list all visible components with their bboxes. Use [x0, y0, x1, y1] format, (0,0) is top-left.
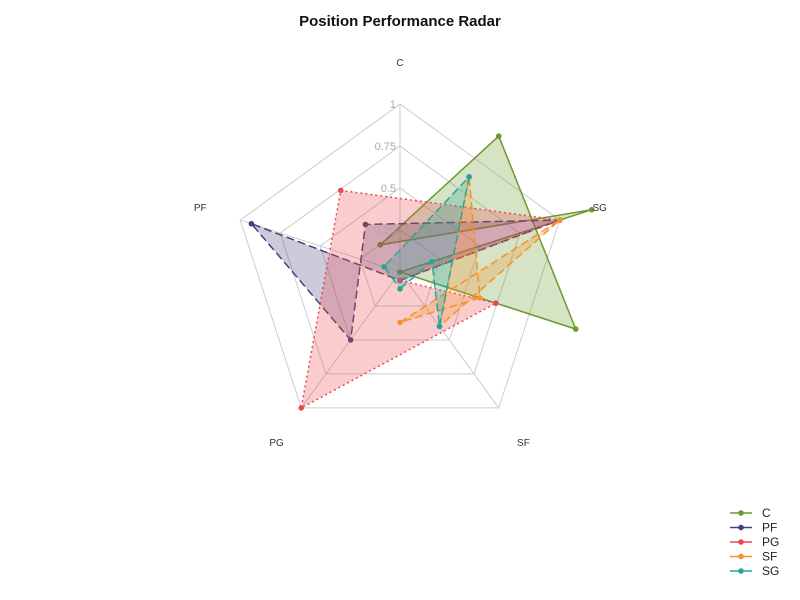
series-area: [250, 219, 561, 342]
grid-ring: [319, 187, 481, 341]
legend-label: SF: [762, 550, 777, 564]
legend-swatch-marker: [738, 539, 744, 545]
data-point: [381, 264, 387, 270]
data-point: [397, 319, 403, 326]
tick-label: 0.75: [375, 141, 396, 153]
data-point: [397, 277, 403, 284]
grid-spoke: [240, 219, 401, 273]
data-point: [556, 217, 563, 223]
data-point: [337, 187, 344, 194]
axis-label-sf: SF: [517, 438, 530, 449]
grid-ring: [359, 229, 441, 307]
grid-ring: [279, 145, 521, 375]
series-area: [383, 174, 471, 327]
legend-label: PF: [762, 521, 777, 535]
legend-item-pg[interactable]: PG: [730, 535, 779, 549]
legend-label: SG: [762, 564, 779, 578]
data-point: [493, 300, 499, 306]
legend-swatch-marker: [738, 568, 744, 574]
legend-swatch-marker: [738, 553, 744, 560]
series-layer: [248, 133, 595, 411]
data-point: [495, 133, 502, 139]
chart-title: Position Performance Radar: [299, 13, 501, 30]
legend-item-sg[interactable]: SG: [730, 564, 779, 578]
legend-label: C: [762, 506, 771, 520]
legend-item-sf[interactable]: SF: [730, 550, 777, 564]
data-point: [362, 221, 369, 228]
axis-label-pg: PG: [269, 438, 284, 449]
data-point: [466, 174, 472, 180]
data-point: [436, 323, 443, 330]
axis-label-c: C: [396, 58, 403, 69]
tick-label: 0.5: [381, 183, 396, 195]
data-point: [572, 326, 579, 332]
legend-swatch-marker: [738, 524, 744, 531]
axis-label-pf: PF: [194, 203, 207, 214]
data-point: [397, 269, 403, 275]
legend-swatch-marker: [738, 510, 744, 516]
axis-label-sg: SG: [592, 203, 607, 214]
data-point: [397, 286, 403, 292]
legend-item-pf[interactable]: PF: [730, 521, 777, 535]
legend-item-c[interactable]: C: [730, 506, 771, 520]
tick-label: 1: [390, 99, 396, 111]
grid-spoke: [399, 271, 500, 409]
data-point: [377, 242, 384, 248]
tick-label: 0: [390, 267, 396, 279]
label-layer: C SG SF PG PF 0 0.25 0.5 0.75 1: [194, 58, 607, 449]
series-sg: [381, 174, 472, 330]
grid-ring: [239, 103, 561, 409]
data-point: [347, 337, 354, 343]
legend-label: PG: [762, 535, 779, 549]
data-point: [248, 220, 255, 227]
data-point: [429, 258, 435, 265]
data-point: [588, 206, 595, 213]
tick-label: 0.25: [375, 225, 396, 237]
data-point: [298, 405, 305, 411]
data-point: [477, 295, 483, 301]
